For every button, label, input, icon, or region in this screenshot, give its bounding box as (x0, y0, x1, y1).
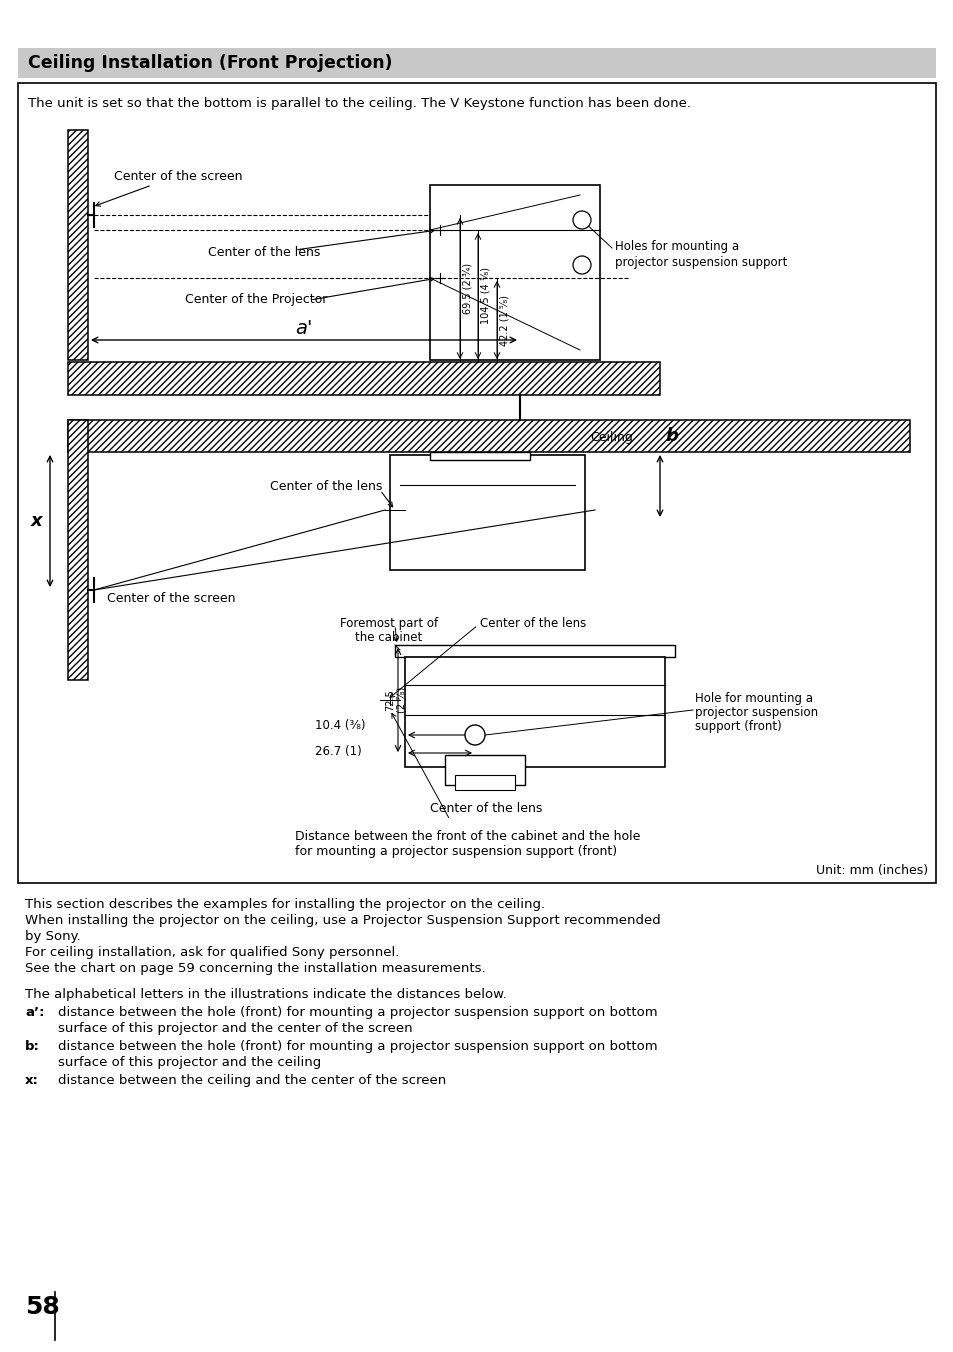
Circle shape (464, 725, 484, 745)
Text: by Sony.: by Sony. (25, 930, 81, 942)
Text: 42.2 (1 ⁵⁄₈): 42.2 (1 ⁵⁄₈) (499, 295, 510, 346)
Text: distance between the hole (front) for mounting a projector suspension support on: distance between the hole (front) for mo… (58, 1006, 657, 1019)
Text: a’:: a’: (25, 1006, 45, 1019)
Text: for mounting a projector suspension support (front): for mounting a projector suspension supp… (294, 845, 617, 859)
Text: When installing the projector on the ceiling, use a Projector Suspension Support: When installing the projector on the cei… (25, 914, 660, 927)
Text: projector suspension support: projector suspension support (615, 256, 786, 269)
Text: 72.5
(2 ⁷⁄₈): 72.5 (2 ⁷⁄₈) (385, 687, 406, 714)
Text: Center of the screen: Center of the screen (113, 170, 242, 184)
Text: Ceiling: Ceiling (589, 431, 632, 445)
Bar (405, 657, 664, 767)
Text: support (front): support (front) (695, 721, 781, 733)
Text: Center of the lens: Center of the lens (430, 802, 542, 815)
Text: 10.4 (³⁄₈): 10.4 (³⁄₈) (314, 718, 365, 731)
Text: Center of the screen: Center of the screen (107, 592, 235, 604)
Bar (430, 185, 599, 360)
Circle shape (573, 211, 590, 228)
Text: Holes for mounting a: Holes for mounting a (615, 241, 739, 253)
Text: 104.5 (4 ¹⁄₈): 104.5 (4 ¹⁄₈) (480, 268, 491, 324)
Text: 58: 58 (25, 1295, 60, 1320)
Text: Center of the Projector: Center of the Projector (185, 293, 327, 307)
Text: Ceiling Installation (Front Projection): Ceiling Installation (Front Projection) (28, 54, 392, 72)
Bar (18, 82, 935, 883)
Text: b:: b: (25, 1040, 40, 1053)
Text: Distance between the front of the cabinet and the hole: Distance between the front of the cabine… (294, 830, 639, 844)
Text: Foremost part of: Foremost part of (339, 617, 437, 630)
Text: Center of the lens: Center of the lens (270, 480, 382, 493)
Text: the cabinet: the cabinet (355, 631, 422, 644)
Bar (390, 456, 584, 571)
Bar (455, 775, 515, 790)
Bar (395, 645, 675, 657)
Bar (68, 420, 909, 452)
Text: Hole for mounting a: Hole for mounting a (695, 692, 812, 704)
Bar (430, 452, 530, 460)
Text: For ceiling installation, ask for qualified Sony personnel.: For ceiling installation, ask for qualif… (25, 946, 399, 959)
Text: This section describes the examples for installing the projector on the ceiling.: This section describes the examples for … (25, 898, 544, 911)
Text: b: b (664, 427, 678, 445)
Text: projector suspension: projector suspension (695, 706, 818, 719)
Text: 26.7 (1): 26.7 (1) (314, 745, 361, 757)
Text: distance between the hole (front) for mounting a projector suspension support on: distance between the hole (front) for mo… (58, 1040, 657, 1053)
Text: Unit: mm (inches): Unit: mm (inches) (815, 864, 927, 877)
Text: x:: x: (25, 1073, 39, 1087)
Bar (68, 130, 88, 360)
Text: surface of this projector and the ceiling: surface of this projector and the ceilin… (58, 1056, 321, 1069)
Bar (18, 49, 935, 78)
Text: The unit is set so that the bottom is parallel to the ceiling. The V Keystone fu: The unit is set so that the bottom is pa… (28, 97, 690, 110)
Text: x: x (31, 512, 43, 530)
Bar (444, 754, 524, 786)
Text: distance between the ceiling and the center of the screen: distance between the ceiling and the cen… (58, 1073, 446, 1087)
Text: Center of the lens: Center of the lens (479, 617, 586, 630)
Text: See the chart on page 59 concerning the installation measurements.: See the chart on page 59 concerning the … (25, 963, 485, 975)
Text: surface of this projector and the center of the screen: surface of this projector and the center… (58, 1022, 413, 1036)
Text: The alphabetical letters in the illustrations indicate the distances below.: The alphabetical letters in the illustra… (25, 988, 506, 1000)
Text: 69.5 (2 ³⁄₄): 69.5 (2 ³⁄₄) (462, 262, 473, 314)
Text: Center of the lens: Center of the lens (208, 246, 320, 260)
Bar (68, 362, 659, 395)
Text: a': a' (295, 319, 313, 338)
Bar (68, 420, 88, 680)
Circle shape (573, 256, 590, 274)
